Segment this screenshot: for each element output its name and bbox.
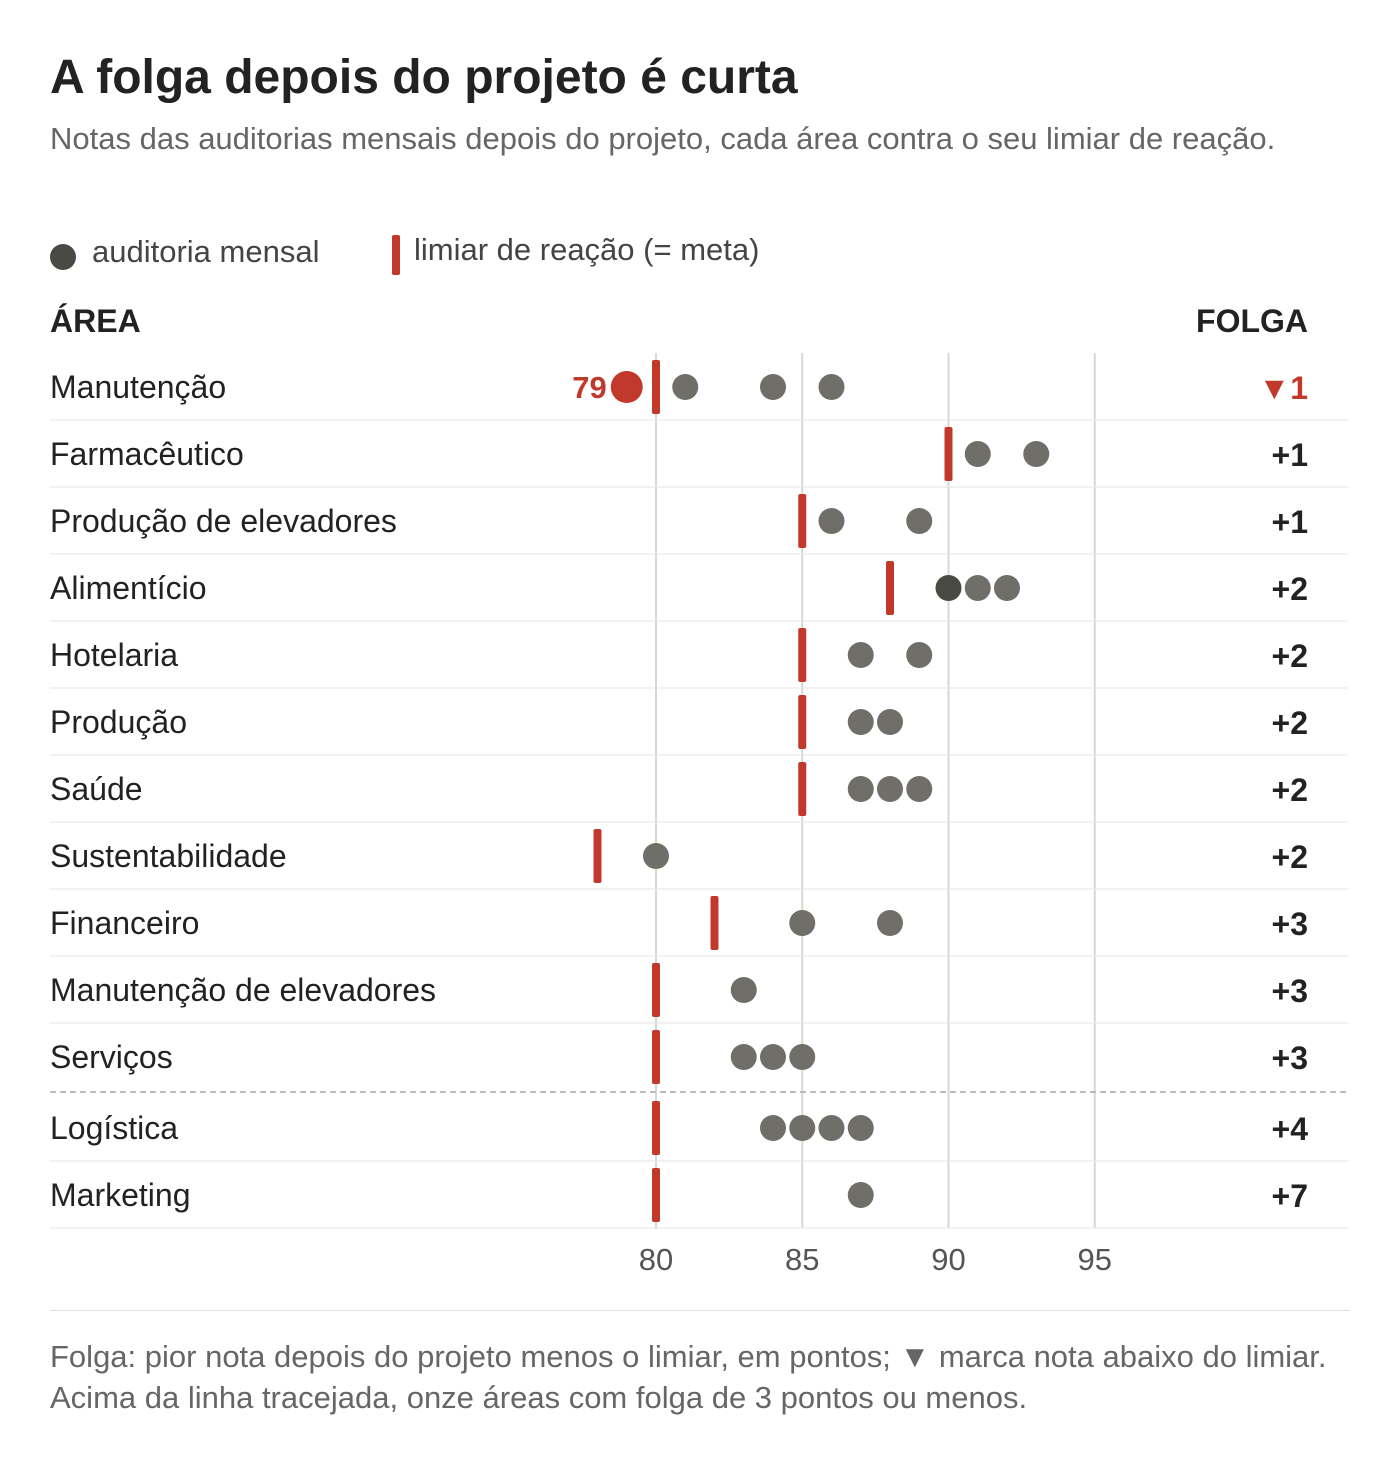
audit-dot: [789, 910, 816, 936]
audit-dot: [672, 374, 699, 400]
folga-value: ▼1: [1259, 370, 1308, 406]
folga-value: +3: [1272, 973, 1308, 1009]
folga-value: +7: [1272, 1178, 1308, 1214]
dot-plot: ÁREA FOLGA Manutenção 79 ▼1 Farmacêutico +1 Pro…: [50, 303, 1348, 1277]
row-label: Sustentabilidade: [50, 838, 287, 874]
threshold-bar: [652, 1101, 660, 1155]
audit-dot: [760, 374, 786, 400]
audit-dot: [760, 1044, 786, 1070]
row-label: Financeiro: [50, 905, 199, 941]
audit-dot: [610, 371, 643, 403]
folga-value: +2: [1272, 705, 1308, 741]
row-label: Manutenção: [50, 369, 226, 405]
folga-value: +2: [1272, 772, 1308, 808]
x-tick-label: 90: [931, 1242, 965, 1277]
legend-dot-icon: [50, 244, 76, 270]
threshold-bar: [652, 1030, 660, 1084]
threshold-bar: [593, 829, 602, 883]
row-label: Serviços: [50, 1039, 173, 1075]
x-tick-label: 95: [1078, 1242, 1112, 1277]
x-tick-label: 80: [639, 1242, 673, 1277]
threshold-bar: [798, 762, 807, 816]
audit-dot: [1023, 441, 1050, 467]
column-header-area: ÁREA: [50, 303, 141, 339]
audit-dot: [906, 642, 933, 668]
footnote-divider: [50, 1310, 1350, 1311]
folga-value: +3: [1272, 906, 1308, 942]
audit-dot: [818, 1115, 845, 1141]
chart-title: A folga depois do projeto é curta: [50, 51, 798, 104]
audit-dot: [760, 1115, 786, 1141]
threshold-bar: [652, 963, 660, 1017]
below-threshold-label: 79: [572, 370, 606, 405]
legend-bar-label: limiar de reação (= meta): [414, 232, 760, 267]
threshold-bar: [652, 360, 660, 414]
row-label: Alimentício: [50, 570, 207, 606]
threshold-bar: [886, 561, 894, 615]
threshold-bar: [944, 427, 953, 481]
folga-value: +1: [1272, 437, 1308, 473]
audit-dot: [789, 1044, 816, 1070]
folga-value: +3: [1272, 1040, 1308, 1076]
audit-dot: [935, 575, 962, 601]
audit-dot: [964, 575, 991, 601]
legend-dot-label: auditoria mensal: [92, 234, 320, 269]
audit-dot: [877, 910, 903, 936]
folga-value: +2: [1272, 571, 1308, 607]
column-header-folga: FOLGA: [1196, 303, 1308, 339]
audit-dot: [994, 575, 1020, 601]
audit-dot: [906, 508, 933, 534]
row-label: Farmacêutico: [50, 436, 244, 472]
threshold-bar: [710, 896, 719, 950]
row-label: Logística: [50, 1110, 178, 1146]
footnote: Folga: pior nota depois do projeto menos…: [50, 1339, 1327, 1415]
audit-dot: [847, 642, 874, 668]
row-label: Produção: [50, 704, 187, 740]
audit-dot: [877, 709, 903, 735]
row-label: Marketing: [50, 1177, 191, 1213]
legend-bar-icon: [392, 235, 400, 275]
audit-dot: [847, 1182, 874, 1208]
chart-subtitle: Notas das auditorias mensais depois do p…: [50, 121, 1276, 156]
row-label: Saúde: [50, 771, 143, 807]
audit-dot: [847, 776, 874, 802]
audit-dot: [789, 1115, 816, 1141]
audit-dot: [877, 776, 903, 802]
audit-dot: [964, 441, 991, 467]
audit-dot: [906, 776, 933, 802]
threshold-bar: [798, 628, 807, 682]
row-label: Hotelaria: [50, 637, 178, 673]
threshold-bar: [652, 1168, 660, 1222]
audit-dot: [818, 374, 845, 400]
audit-dot: [847, 1115, 874, 1141]
folga-value: +4: [1272, 1111, 1309, 1147]
audit-dot: [818, 508, 845, 534]
audit-dot: [730, 1044, 757, 1070]
folga-value: +1: [1272, 504, 1308, 540]
x-tick-label: 85: [785, 1242, 819, 1277]
threshold-bar: [798, 494, 807, 548]
folga-value: +2: [1272, 638, 1308, 674]
audit-dot: [730, 977, 757, 1003]
folga-value: +2: [1272, 839, 1308, 875]
row-label: Manutenção de elevadores: [50, 972, 436, 1008]
audit-dot: [643, 843, 669, 869]
audit-dot: [847, 709, 874, 735]
threshold-bar: [798, 695, 807, 749]
row-label: Produção de elevadores: [50, 503, 397, 539]
